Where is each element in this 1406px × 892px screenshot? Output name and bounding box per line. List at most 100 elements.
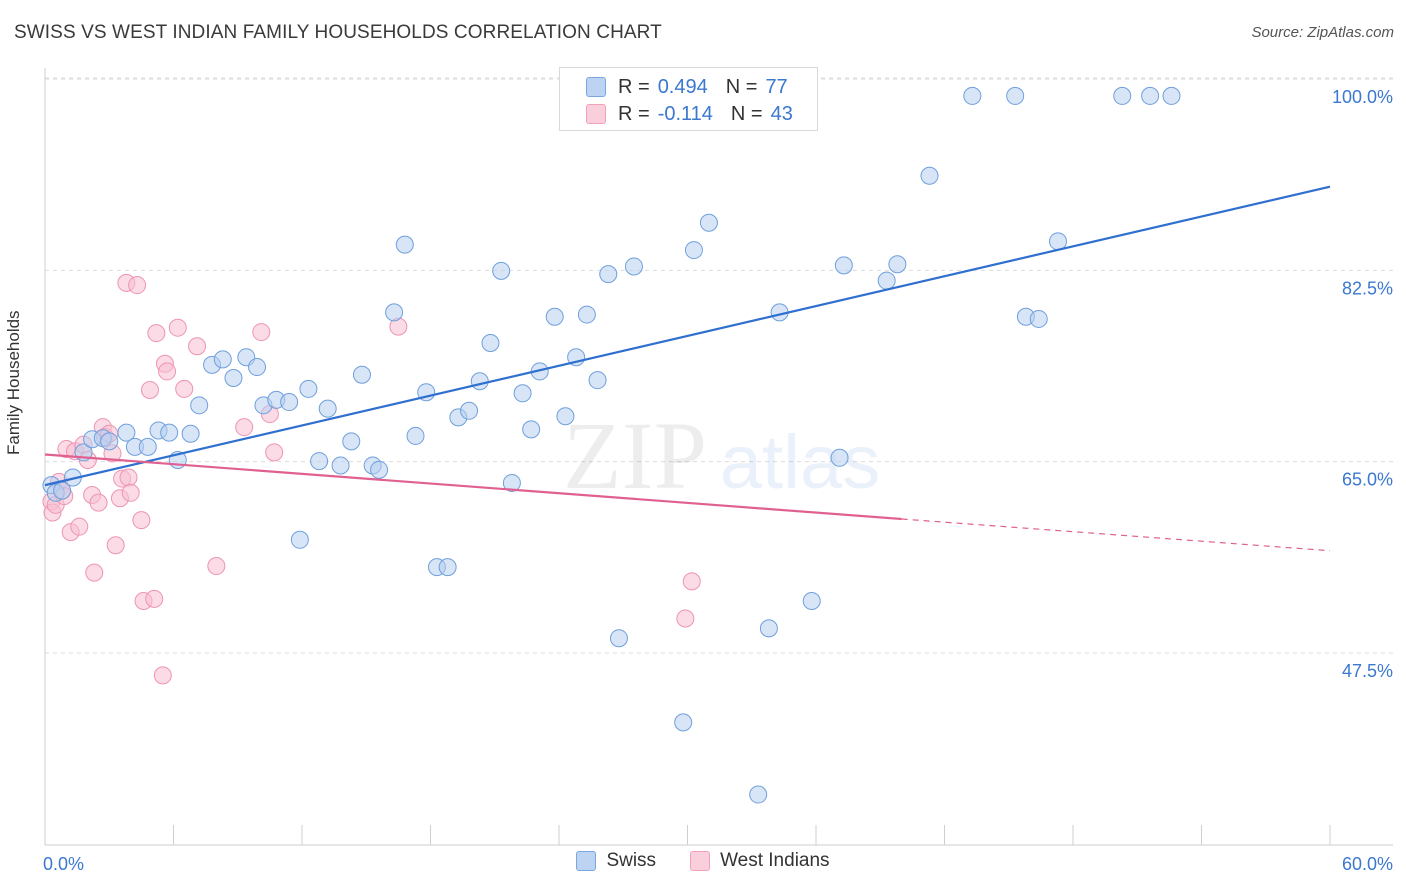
west-indians-point: [682, 572, 701, 591]
x-tick-label-max: 60.0%: [1342, 854, 1393, 874]
swiss-point: [310, 452, 329, 471]
swiss-point: [1029, 309, 1048, 328]
swiss-point: [406, 426, 425, 445]
west-indians-point: [235, 418, 254, 437]
swiss-point: [556, 407, 575, 426]
swiss-point: [213, 350, 232, 369]
west-indians-point: [175, 379, 194, 398]
swiss-point: [299, 379, 318, 398]
legend-item-swiss: Swiss: [576, 850, 656, 872]
west-indians-point: [676, 609, 695, 628]
swiss-point: [190, 396, 209, 415]
swiss-r-value: 0.494: [657, 75, 708, 98]
swiss-point: [224, 368, 243, 387]
west-indians-point: [140, 381, 159, 400]
trend-lines: [44, 185, 1331, 552]
swiss-point: [160, 423, 179, 442]
west-indians-point: [158, 362, 177, 381]
swiss-point: [834, 256, 853, 275]
west-indians-point: [119, 468, 138, 487]
swiss-point: [1141, 86, 1160, 105]
swiss-point: [1006, 86, 1025, 105]
swiss-point: [181, 424, 200, 443]
wi-n-label: N =: [730, 102, 763, 125]
west-indians-point: [153, 666, 172, 685]
west-indians-point: [85, 563, 104, 582]
west-indians-point: [121, 483, 140, 502]
west-indians-point: [128, 276, 147, 295]
legend-row-west-indians: R = -0.114 N = 43: [586, 101, 793, 127]
x-tick-label-min: 0.0%: [43, 854, 84, 874]
swiss-point: [318, 399, 337, 418]
west-indians-swatch: [586, 104, 606, 124]
swiss-point: [830, 448, 849, 467]
west-indians-point: [132, 511, 151, 530]
west-indians-point: [89, 493, 108, 512]
swiss-point: [877, 271, 896, 290]
swiss-point: [248, 358, 267, 377]
y-tick-label: 82.5%: [1342, 278, 1393, 298]
wi-n-value: 43: [770, 102, 793, 125]
axes: [44, 68, 1393, 846]
west-indians-trend-extension: [901, 518, 1331, 552]
west-indians-point: [252, 323, 271, 342]
swiss-point: [138, 437, 157, 456]
swiss-legend-label: Swiss: [606, 850, 657, 871]
swiss-point: [522, 420, 541, 439]
west-indians-point: [168, 318, 187, 337]
swiss-point: [963, 86, 982, 105]
swiss-point: [802, 592, 821, 611]
swiss-point: [342, 432, 361, 451]
west-indians-point: [188, 337, 207, 356]
west-indians-point: [265, 443, 284, 462]
swiss-point: [545, 307, 564, 326]
swiss-trend-line: [44, 185, 1331, 487]
swiss-point: [460, 401, 479, 420]
swiss-point: [280, 393, 299, 412]
swiss-point: [1113, 86, 1132, 105]
source-label: Source: ZipAtlas.com: [1251, 24, 1394, 41]
series-legend: Swiss West Indians: [0, 850, 1406, 872]
swiss-point: [684, 241, 703, 260]
watermark: ZIP atlas: [563, 402, 880, 509]
wi-r-label: R =: [618, 102, 650, 125]
swiss-point: [674, 713, 693, 732]
swiss-point: [888, 255, 907, 274]
swiss-point: [624, 257, 643, 276]
swiss-point: [438, 558, 457, 577]
swiss-point: [699, 213, 718, 232]
swiss-point: [395, 235, 414, 254]
y-tick-label: 47.5%: [1342, 661, 1393, 681]
watermark-atlas: atlas: [720, 420, 881, 505]
swiss-point: [492, 261, 511, 280]
west-indians-point: [145, 589, 164, 608]
chart-title: SWISS VS WEST INDIAN FAMILY HOUSEHOLDS C…: [14, 22, 662, 43]
swiss-point: [513, 384, 532, 403]
swiss-point: [588, 371, 607, 390]
swiss-point: [385, 303, 404, 322]
y-tick-label: 100.0%: [1332, 87, 1393, 107]
west-indians-point: [70, 517, 89, 536]
legend-row-swiss: R = 0.494 N = 77: [586, 74, 788, 100]
watermark-zip: ZIP: [563, 402, 707, 509]
swiss-point: [920, 166, 939, 185]
swiss-point: [290, 530, 309, 549]
swiss-point: [1049, 232, 1068, 251]
y-axis-label: Family Households: [4, 310, 23, 455]
swiss-point: [370, 460, 389, 479]
swiss-point: [609, 629, 628, 648]
west-indians-point: [207, 557, 226, 576]
west-indians-point: [106, 536, 125, 555]
swiss-point: [352, 365, 371, 384]
y-tick-label: 65.0%: [1342, 470, 1393, 490]
swiss-point: [759, 619, 778, 638]
tick-labels: 47.5% 65.0% 82.5% 100.0% 0.0% 60.0%: [43, 87, 1393, 874]
swiss-point: [100, 432, 119, 451]
wi-r-value: -0.114: [657, 102, 713, 125]
swiss-swatch: [586, 77, 606, 97]
west-indians-point: [147, 324, 166, 343]
swiss-n-value: 77: [765, 75, 788, 98]
swiss-point: [599, 265, 618, 284]
swiss-point: [331, 456, 350, 475]
